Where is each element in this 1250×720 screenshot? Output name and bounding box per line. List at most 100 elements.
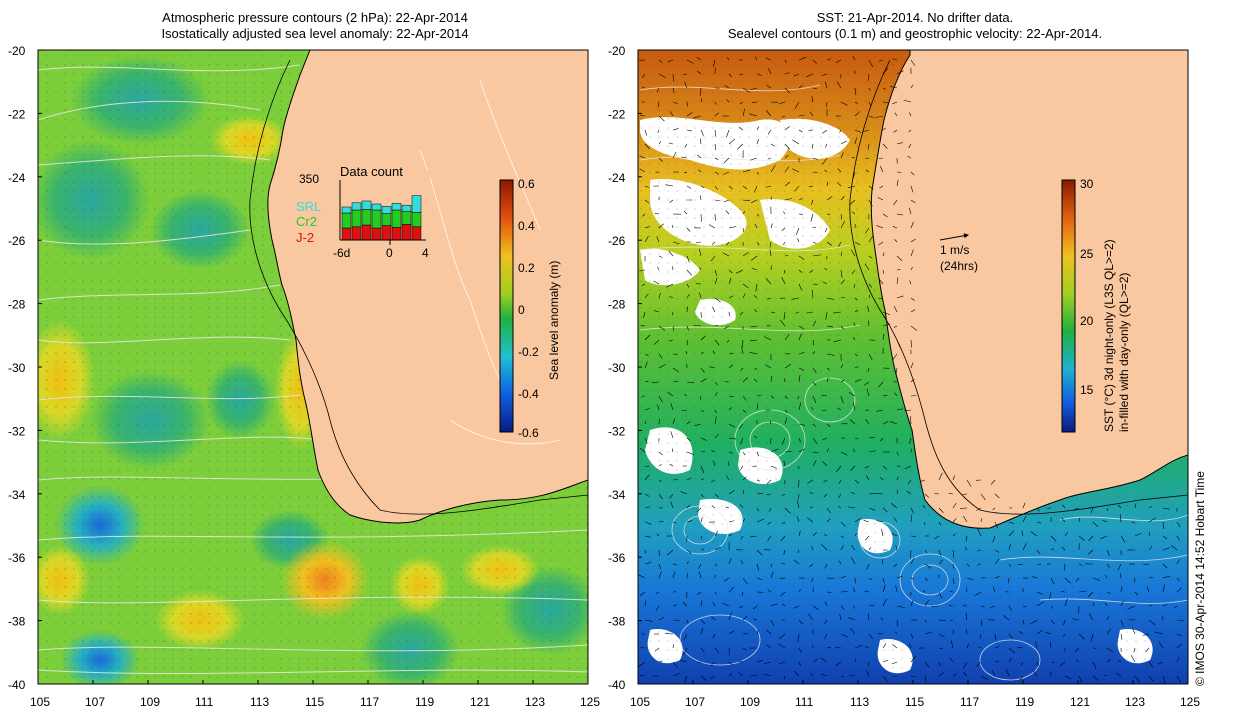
inset-bar-1-j2	[351, 226, 362, 241]
left-lat-tick-7: -34	[8, 488, 26, 502]
inset-bar-5-j2	[391, 227, 402, 241]
inset-bar-5-srl	[391, 203, 402, 211]
right-lon-tick-7: 119	[1015, 695, 1034, 709]
left-title: Atmospheric pressure contours (2 hPa): 2…	[40, 10, 590, 42]
inset-bar-0-cr2	[341, 212, 352, 229]
right-lat-tick-5: -30	[608, 361, 626, 375]
sst-colorbar-label-1: SST (°C) 3d night-only (L3S QL>=2)	[1102, 239, 1116, 432]
inset-bar-2-j2	[361, 224, 372, 241]
inset-xtick-2: 4	[422, 246, 429, 260]
velocity-scale: 1 m/s (24hrs)	[939, 233, 978, 273]
scale-arrow-icon	[939, 233, 969, 241]
imos-credit: © IMOS 30-Apr-2014 14:52 Hobart Time	[1193, 471, 1207, 686]
sla-tick-5: -0.4	[518, 387, 539, 401]
right-lon-tick-10: 125	[1180, 695, 1200, 709]
inset-bar-2-srl	[361, 200, 372, 210]
left-lon-tick-5: 115	[305, 695, 324, 709]
sst-tick-1: 25	[1080, 247, 1094, 261]
left-title-line1: Atmospheric pressure contours (2 hPa): 2…	[162, 10, 468, 25]
sla-colorbar-label: Sea level anomaly (m)	[547, 261, 561, 380]
right-lat-tick-7: -34	[608, 488, 626, 502]
inset-bar-2-cr2	[361, 209, 372, 226]
right-lat-tick-10: -40	[608, 678, 626, 692]
inset-bars	[341, 195, 422, 241]
legend-j2: J-2	[296, 230, 314, 245]
axis-ticks: -20 -22 -24 -26 -28 -30 -32 -34 -36 -38 -40 105 107 1…	[8, 44, 1200, 709]
scale-label-2: (24hrs)	[940, 259, 978, 273]
inset-bar-5-cr2	[391, 209, 402, 228]
left-title-line2: Isostatically adjusted sea level anomaly…	[161, 26, 469, 41]
left-lat-tick-4: -28	[8, 298, 26, 312]
sst-tick-3: 15	[1080, 383, 1094, 397]
right-lon-tick-1: 107	[685, 695, 705, 709]
inset-bar-3-cr2	[371, 209, 382, 229]
sla-tick-4: -0.2	[518, 345, 539, 359]
left-lat-tick-0: -20	[8, 44, 26, 58]
sla-tick-2: 0.2	[518, 261, 535, 275]
scale-label-1: 1 m/s	[940, 243, 969, 257]
sst-colorbar: 30 25 20 15 SST (°C) 3d night-only (L3S …	[1061, 177, 1131, 433]
sla-tick-3: 0	[518, 303, 525, 317]
left-lon-tick-4: 113	[250, 695, 269, 709]
right-lat-tick-2: -24	[608, 171, 626, 185]
inset-bar-0-j2	[341, 227, 352, 241]
left-lon-tick-7: 119	[415, 695, 434, 709]
left-lon-tick-6: 117	[360, 695, 379, 709]
left-lon-tick-8: 121	[470, 695, 490, 709]
right-lon-tick-8: 121	[1070, 695, 1090, 709]
sla-colorbar: 0.6 0.4 0.2 0 -0.2 -0.4 -0.6 Sea level a…	[499, 177, 561, 440]
data-count-inset: Data count 350 -6d 0 4 SRL Cr2 J-2	[296, 164, 430, 260]
sla-tick-1: 0.4	[518, 219, 535, 233]
inset-bar-7-j2	[411, 226, 422, 241]
left-lat-tick-5: -30	[8, 361, 26, 375]
inset-bar-4-cr2	[381, 213, 392, 226]
left-lat-tick-3: -26	[8, 234, 26, 248]
right-title-line2: Sealevel contours (0.1 m) and geostrophi…	[727, 26, 1103, 41]
right-lat-tick-6: -32	[608, 424, 626, 438]
inset-bar-1-srl	[351, 202, 362, 211]
left-lon-tick-9: 123	[525, 695, 545, 709]
sst-colorbar-label-2: in-filled with day-only (QL>=2)	[1117, 273, 1131, 432]
legend-srl: SRL	[296, 199, 321, 214]
right-lon-tick-4: 113	[850, 695, 869, 709]
inset-ymax: 350	[299, 172, 319, 186]
right-lon-tick-3: 111	[795, 695, 814, 709]
right-title: SST: 21-Apr-2014. No drifter data. Seale…	[640, 10, 1190, 42]
inset-xtick-0: -6d	[333, 246, 350, 260]
inset-bar-7-cr2	[411, 212, 422, 228]
left-lat-tick-9: -38	[8, 615, 26, 629]
left-lat-tick-10: -40	[8, 678, 26, 692]
left-lon-tick-0: 105	[30, 695, 50, 709]
right-lat-tick-0: -20	[608, 44, 626, 58]
right-lon-tick-5: 115	[905, 695, 924, 709]
right-lon-tick-9: 123	[1125, 695, 1145, 709]
inset-bar-1-cr2	[351, 209, 362, 228]
inset-bar-3-srl	[371, 203, 382, 211]
sla-tick-0: 0.6	[518, 177, 535, 191]
left-lon-tick-1: 107	[85, 695, 105, 709]
inset-bar-6-srl	[401, 204, 412, 212]
bathymetry-contour-left	[249, 59, 588, 515]
right-lon-tick-6: 117	[960, 695, 979, 709]
right-lon-tick-2: 109	[740, 695, 760, 709]
land-left	[267, 50, 588, 524]
left-lat-tick-8: -36	[8, 551, 26, 565]
inset-bar-6-cr2	[401, 210, 412, 225]
sst-tick-0: 30	[1080, 177, 1094, 191]
inset-bar-0-srl	[341, 206, 352, 214]
right-lat-tick-9: -38	[608, 615, 626, 629]
right-lat-tick-4: -28	[608, 298, 626, 312]
inset-bar-6-j2	[401, 224, 412, 241]
bathymetry-contour-right	[849, 59, 1188, 515]
sst-tick-2: 20	[1080, 314, 1094, 328]
inset-title: Data count	[340, 164, 403, 179]
velocity-vectors	[638, 55, 1185, 684]
right-lat-tick-3: -26	[608, 234, 626, 248]
left-lat-tick-1: -22	[8, 107, 26, 121]
left-lon-tick-2: 109	[140, 695, 160, 709]
inset-bar-7-srl	[411, 195, 422, 213]
right-lat-tick-8: -36	[608, 551, 626, 565]
left-lat-tick-6: -32	[8, 424, 26, 438]
right-lat-tick-1: -22	[608, 107, 626, 121]
